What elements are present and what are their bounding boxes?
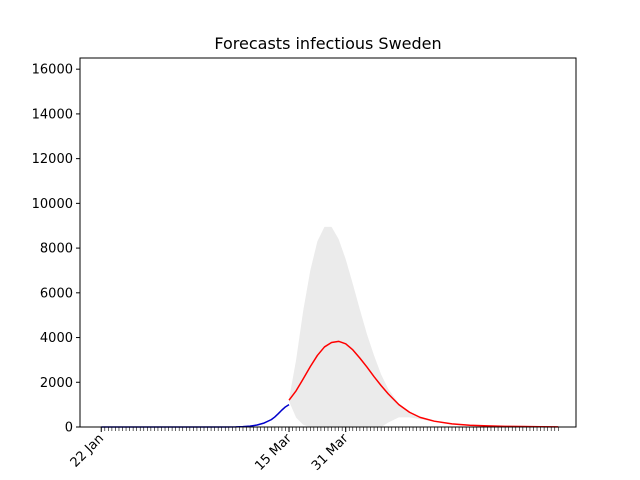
y-tick-label: 12000 [32, 152, 73, 167]
y-tick-label: 6000 [40, 286, 73, 301]
x-tick-label: 31 Mar [309, 431, 352, 474]
y-tick-label: 10000 [32, 197, 73, 212]
y-tick-label: 14000 [32, 107, 73, 122]
uncertainty-band [289, 226, 559, 427]
y-tick-label: 4000 [40, 331, 73, 346]
y-tick-label: 16000 [32, 63, 73, 78]
chart-title: Forecasts infectious Sweden [214, 34, 441, 53]
y-tick-label: 0 [65, 421, 73, 436]
series-line-forecast [288, 340, 559, 428]
uncertainty-band-layer [289, 226, 559, 427]
x-tick-label: 15 Mar [252, 431, 295, 474]
y-tick-label: 8000 [40, 242, 73, 257]
y-tick-label: 2000 [40, 376, 73, 391]
series-line-observed [101, 404, 290, 428]
x-tick-label: 22 Jan [68, 431, 107, 470]
